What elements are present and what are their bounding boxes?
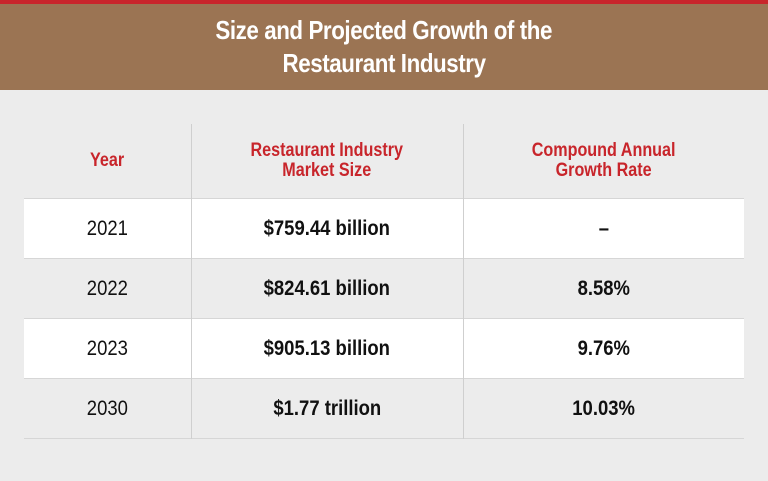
- growth-rate-value: 10.03%: [572, 396, 636, 420]
- year-cell: 2030: [24, 379, 191, 439]
- table-row: 2022 $824.61 billion 8.58%: [24, 258, 744, 319]
- market-size-value: $1.77 trillion: [273, 396, 381, 420]
- restaurant-industry-table: Year Restaurant Industry Market Size Com…: [24, 124, 744, 439]
- growth-rate-value: –: [598, 216, 609, 240]
- growth-rate-cell: 8.58%: [462, 258, 744, 319]
- column-header-market-size: Restaurant Industry Market Size: [190, 124, 463, 199]
- data-table-container: Year Restaurant Industry Market Size Com…: [24, 124, 744, 439]
- market-size-value: $759.44 billion: [263, 216, 391, 240]
- year-cell: 2021: [24, 199, 191, 259]
- chart-title-line-1: Size and Projected Growth of the: [215, 15, 553, 45]
- year-cell: 2023: [24, 319, 191, 379]
- column-header-market-size-line-2: Market Size: [282, 160, 372, 181]
- table-row: 2021 $759.44 billion –: [24, 198, 744, 259]
- growth-rate-cell: 9.76%: [462, 318, 744, 379]
- column-header-market-size-line-1: Restaurant Industry: [250, 140, 404, 161]
- growth-rate-cell: –: [462, 198, 744, 259]
- top-accent-stripe: [0, 0, 768, 4]
- table-row: 2023 $905.13 billion 9.76%: [24, 318, 744, 379]
- market-size-cell: $905.13 billion: [190, 318, 463, 379]
- growth-rate-value: 9.76%: [577, 336, 630, 360]
- year-value: 2030: [86, 396, 128, 420]
- year-value: 2022: [86, 276, 128, 300]
- growth-rate-value: 8.58%: [577, 276, 630, 300]
- table-row: 2030 $1.77 trillion 10.03%: [24, 378, 744, 439]
- table-header-row: Year Restaurant Industry Market Size Com…: [24, 124, 744, 199]
- market-size-cell: $824.61 billion: [190, 258, 463, 319]
- market-size-value: $824.61 billion: [263, 276, 391, 300]
- year-cell: 2022: [24, 259, 191, 319]
- year-value: 2021: [86, 216, 128, 240]
- chart-title-line-2: Restaurant Industry: [282, 48, 486, 78]
- column-header-growth-rate: Compound Annual Growth Rate: [462, 124, 744, 199]
- market-size-cell: $759.44 billion: [190, 198, 463, 259]
- market-size-cell: $1.77 trillion: [190, 378, 463, 439]
- column-header-growth-rate-line-1: Compound Annual: [531, 140, 676, 161]
- market-size-value: $905.13 billion: [263, 336, 391, 360]
- title-banner: Size and Projected Growth of the Restaur…: [0, 4, 768, 90]
- column-header-year: Year: [24, 124, 191, 199]
- column-header-growth-rate-line-2: Growth Rate: [555, 160, 652, 181]
- column-header-year-line-1: Year: [90, 150, 125, 171]
- growth-rate-cell: 10.03%: [462, 378, 744, 439]
- year-value: 2023: [86, 336, 128, 360]
